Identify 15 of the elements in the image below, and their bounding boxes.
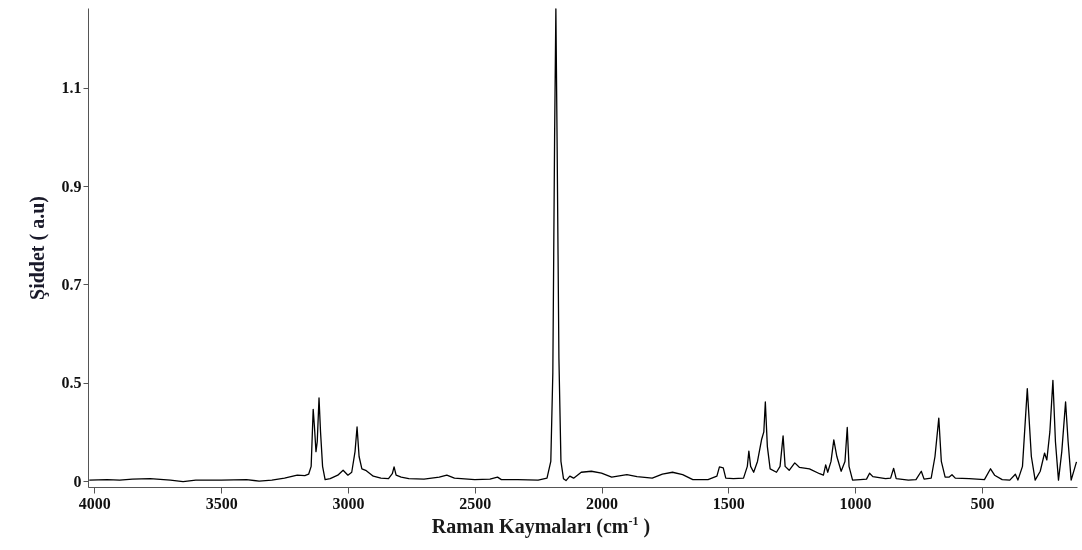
y-axis-title: Şiddet ( a.u) (25, 196, 49, 300)
y-tick-label: 0.5 (61, 374, 82, 392)
x-axis-title: Raman Kaymaları (cm$^{-1}$ ) (430, 514, 652, 538)
x-tick-label: 1000 (839, 494, 872, 512)
x-tick-label: 2500 (459, 494, 492, 512)
x-tick-label: 4000 (78, 494, 111, 512)
y-tick-label: 0.7 (61, 275, 82, 293)
y-tick-label: 1.1 (61, 79, 82, 97)
x-tick-label: 2000 (586, 494, 619, 512)
x-tick-label: 500 (970, 494, 995, 512)
y-tick-label: 0 (73, 472, 82, 490)
x-tick-label: 3500 (205, 494, 238, 512)
y-tick-label: 0.9 (61, 177, 82, 195)
x-tick-label: 3000 (332, 494, 365, 512)
x-tick-label: 1500 (712, 494, 745, 512)
